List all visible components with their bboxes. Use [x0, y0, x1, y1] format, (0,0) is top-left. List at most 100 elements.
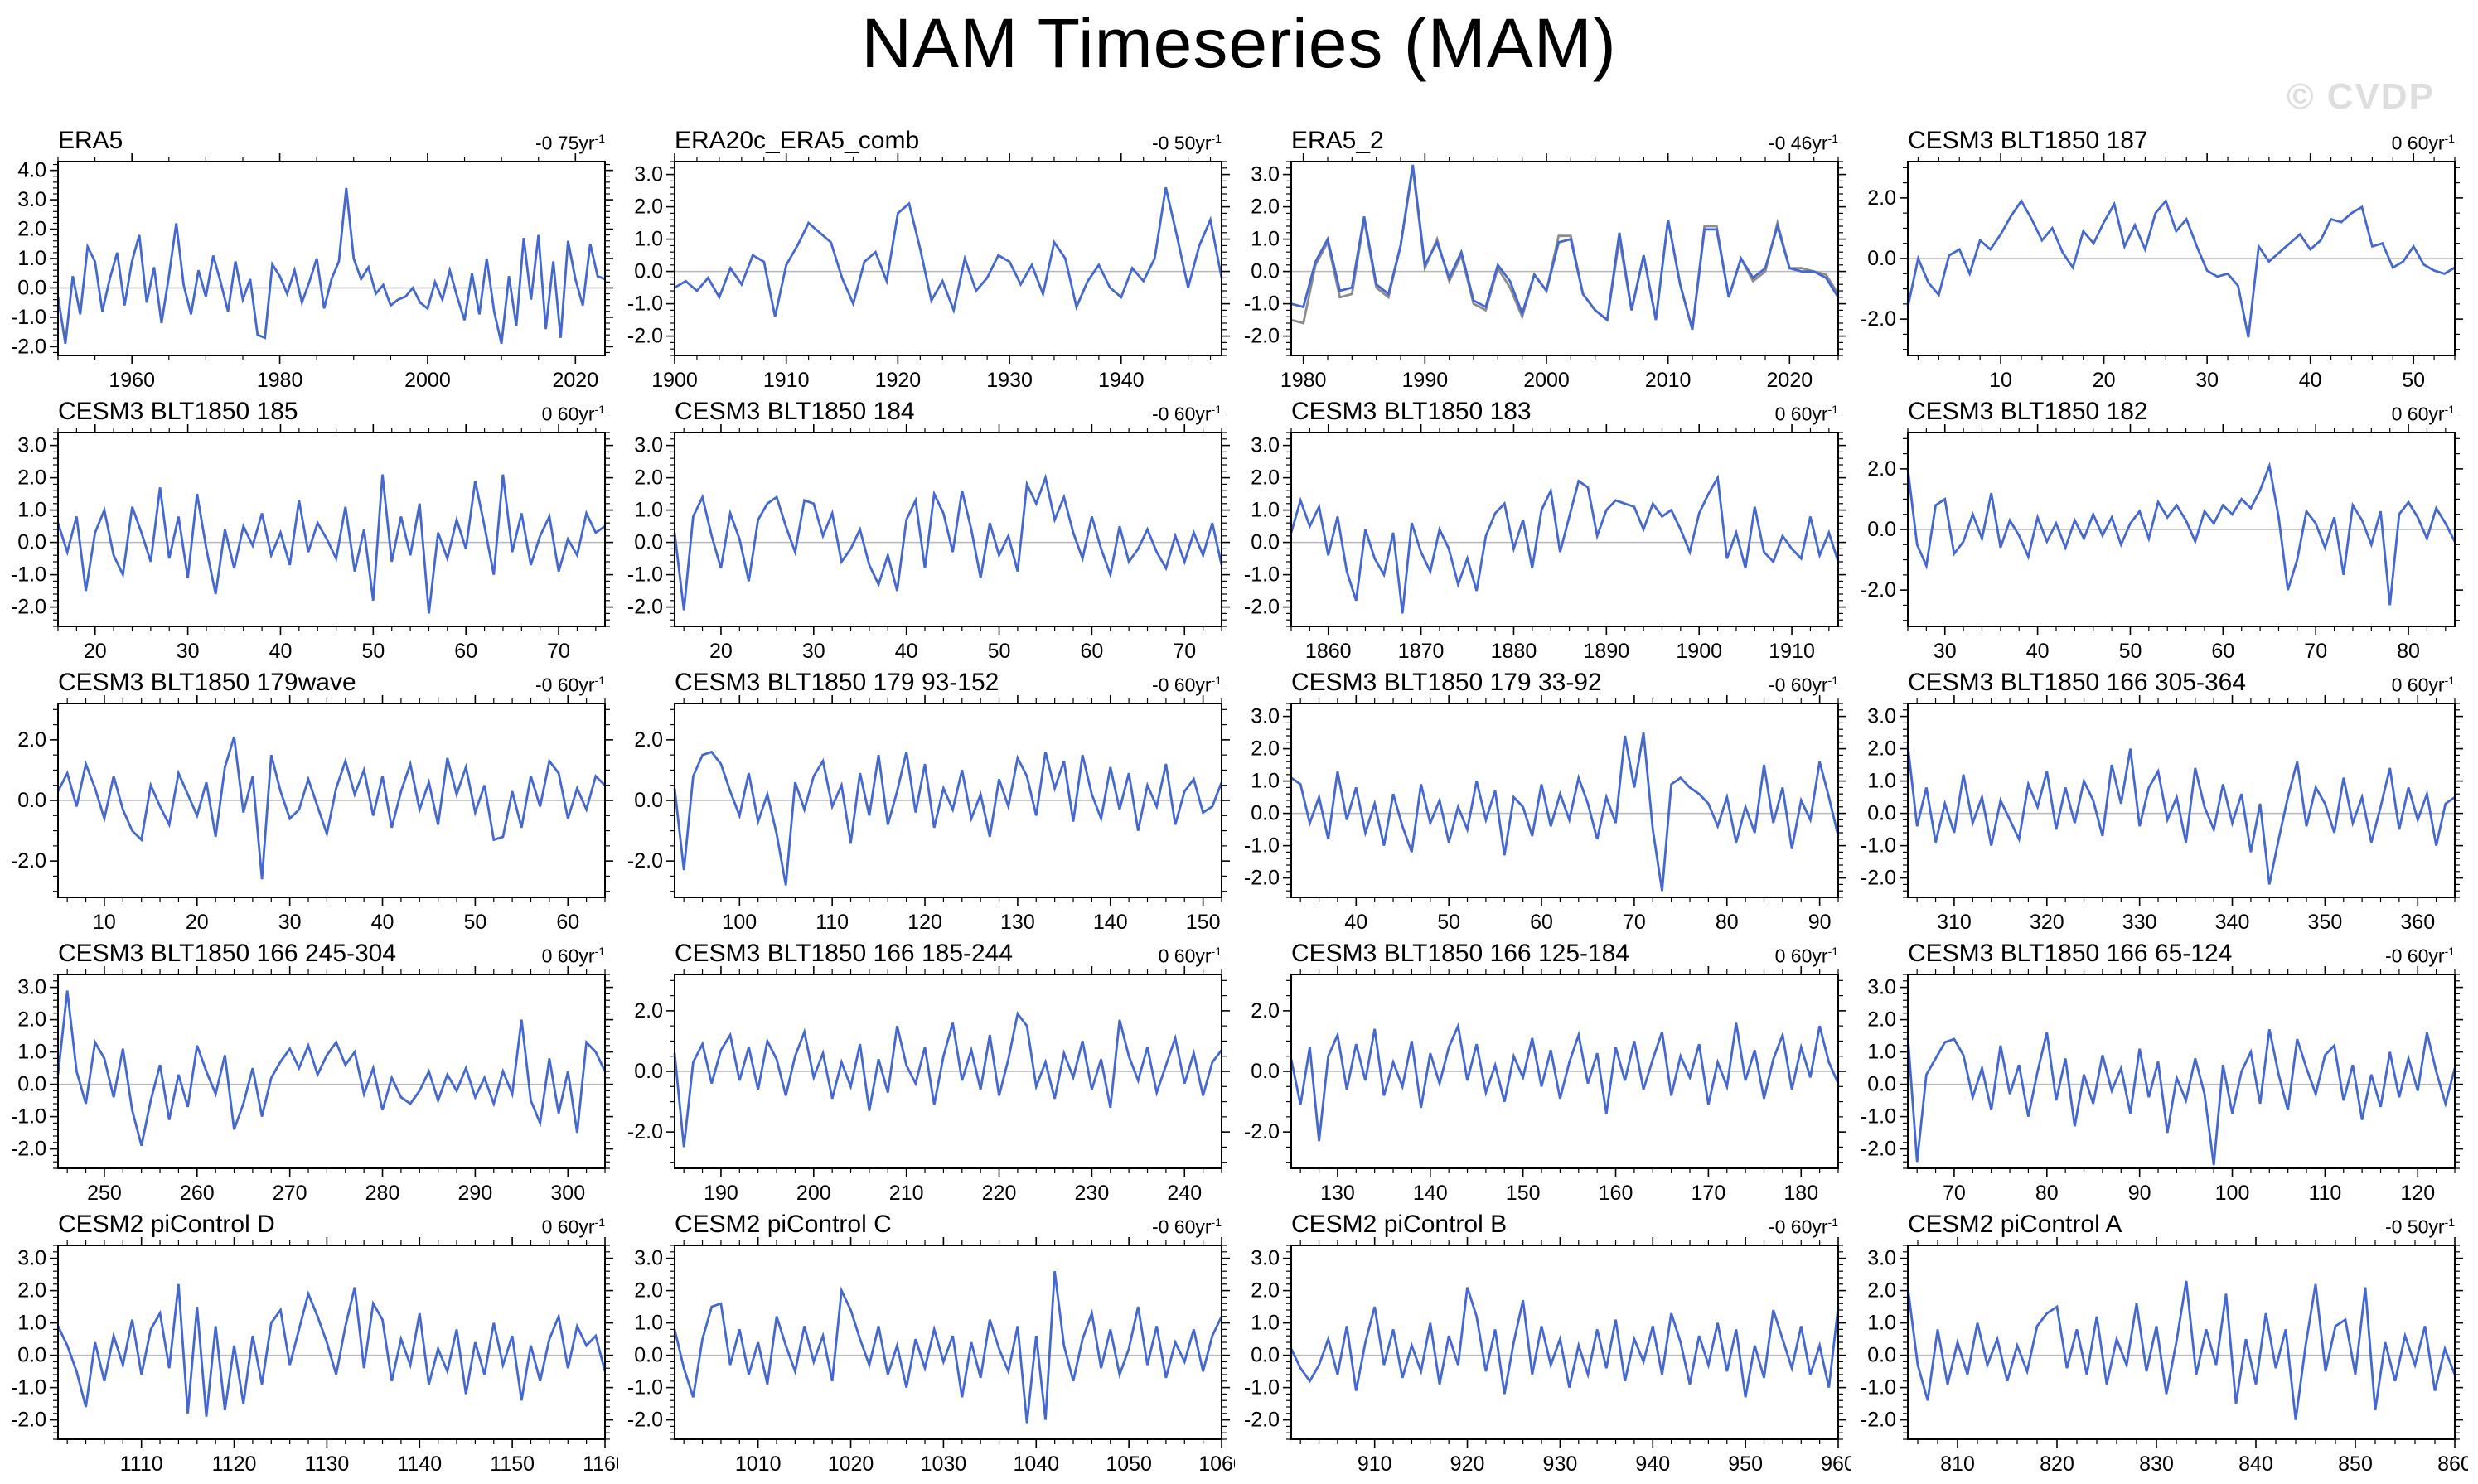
y-tick-label: 1.0: [634, 1312, 663, 1335]
y-tick-label: 0.0: [17, 1073, 46, 1096]
x-tick-label: 1020: [828, 1453, 874, 1476]
y-tick-label: -2.0: [627, 1120, 663, 1143]
y-tick-label: 0.0: [634, 789, 663, 812]
panel-title: CESM3 BLT1850 166 125-184: [1291, 940, 1630, 967]
y-tick-label: 2.0: [1251, 999, 1280, 1022]
panel-header: CESM3 BLT1850 184 -0 60yr-1: [627, 394, 1235, 424]
x-tick-label: 220: [982, 1182, 1017, 1205]
x-tick-label: 830: [2139, 1453, 2174, 1476]
y-tick-label: 0.0: [1867, 1073, 1896, 1096]
x-tick-label: 20: [84, 640, 107, 663]
y-tick-label: 2.0: [1251, 196, 1280, 219]
timeseries-plot: 20 30 40 50 60 70 3.0 2.0 1.0 0.0 -1.0 -2.0: [627, 424, 1230, 663]
y-tick-label: 2.0: [634, 999, 663, 1022]
x-tick-label: 1920: [875, 369, 922, 392]
x-tick-label: 1900: [651, 369, 698, 392]
y-tick-label: -2.0: [11, 1138, 46, 1161]
panel-trend-label: 0 60yr-1: [541, 403, 605, 425]
trend-exponent: -1: [1827, 945, 1838, 959]
timeseries-plot: 10 20 30 40 50 60 2.0 0.0 -2.0: [11, 695, 613, 934]
x-tick-label: 1910: [1769, 640, 1815, 663]
y-tick-label: 0.0: [17, 531, 46, 554]
y-tick-label: -2.0: [1861, 1409, 1896, 1432]
charts-grid: ERA5 -0 75yr-1 1960 1980 2000 2020 4.0 3.0 2.0…: [10, 123, 2468, 1477]
plot-frame: [1907, 974, 2456, 1169]
y-tick-label: 2.0: [17, 728, 46, 752]
panel-header: CESM2 piControl C -0 60yr-1: [627, 1206, 1235, 1237]
x-tick-label: 170: [1692, 1182, 1726, 1205]
trend-exponent: -1: [1211, 1216, 1222, 1230]
y-tick-label: 2.0: [1251, 466, 1280, 490]
x-tick-label: 120: [2400, 1182, 2435, 1205]
plot-frame: [1907, 1245, 2456, 1440]
index-series: [674, 186, 1223, 317]
panel-title: CESM3 BLT1850 187: [1908, 127, 2148, 154]
timeseries-plot: 1110 1120 1130 1140 1150 1160 3.0 2.0 1.0 0.0 -1.0…: [11, 1237, 618, 1476]
panel-header: CESM2 piControl D 0 60yr-1: [10, 1206, 618, 1237]
y-tick-label: 1.0: [17, 247, 46, 270]
x-tick-label: 20: [2093, 369, 2116, 392]
x-tick-label: 130: [1000, 911, 1035, 934]
y-tick-label: -1.0: [627, 292, 663, 316]
timeseries-plot: 1980 1990 2000 2010 2020 3.0 2.0 1.0 0.0 -1.0 -2.0: [1244, 153, 1846, 392]
x-tick-label: 290: [458, 1182, 493, 1205]
y-tick-label: 2.0: [1251, 737, 1280, 761]
x-tick-label: 2010: [1645, 369, 1692, 392]
y-tick-label: -2.0: [627, 325, 663, 348]
x-tick-label: 60: [454, 640, 477, 663]
panel-header: CESM3 BLT1850 182 0 60yr-1: [1860, 394, 2468, 424]
panel-header: CESM2 piControl A -0 50yr-1: [1860, 1206, 2468, 1237]
trend-exponent: -1: [1211, 132, 1222, 146]
x-tick-label: 270: [273, 1182, 307, 1205]
index-series: [1290, 1022, 1840, 1142]
y-tick-label: 0.0: [1867, 802, 1896, 825]
x-tick-label: 2000: [1523, 369, 1570, 392]
plot-frame: [674, 1245, 1222, 1440]
y-tick-label: -2.0: [1861, 1138, 1896, 1161]
y-tick-label: 0.0: [1251, 260, 1280, 283]
timeseries-plot: 100 110 120 130 140 150 2.0 0.0 -2.0: [627, 695, 1230, 934]
x-tick-label: 1880: [1491, 640, 1537, 663]
x-tick-label: 1990: [1402, 369, 1449, 392]
timeseries-panel: CESM3 BLT1850 183 0 60yr-1 1860 1870 1880 1…: [1243, 394, 1851, 665]
x-tick-label: 140: [1413, 1182, 1448, 1205]
index-series: [673, 1011, 1223, 1148]
reference-series: [1290, 167, 1840, 331]
y-tick-label: 2.0: [634, 728, 663, 752]
timeseries-plot: 1900 1910 1920 1930 1940 3.0 2.0 1.0 0.0 -1.0 -2.0: [627, 153, 1230, 392]
y-tick-label: -1.0: [1861, 834, 1896, 858]
y-tick-label: -2.0: [11, 596, 46, 619]
timeseries-panel: CESM3 BLT1850 166 245-304 0 60yr-1 250 26…: [10, 935, 618, 1206]
x-tick-label: 1120: [212, 1453, 257, 1476]
y-tick-label: 3.0: [1251, 434, 1280, 457]
x-tick-label: 70: [1943, 1182, 1966, 1205]
x-tick-label: 940: [1635, 1453, 1670, 1476]
x-tick-label: 10: [1989, 369, 2012, 392]
x-tick-label: 50: [2402, 369, 2425, 392]
panel-title: CESM3 BLT1850 166 65-124: [1908, 940, 2233, 967]
x-tick-label: 40: [1344, 911, 1367, 934]
y-tick-label: -2.0: [11, 1409, 46, 1432]
x-tick-label: 1980: [257, 369, 303, 392]
trend-exponent: -1: [1211, 403, 1222, 417]
trend-exponent: -1: [1827, 1216, 1838, 1230]
x-tick-label: 50: [463, 911, 486, 934]
index-series: [56, 474, 606, 614]
panel-trend-label: -0 46yr-1: [1768, 132, 1838, 154]
x-tick-label: 80: [2035, 1182, 2059, 1205]
x-tick-label: 1890: [1584, 640, 1630, 663]
timeseries-panel: CESM2 piControl D 0 60yr-1 1110 1120 1130 1…: [10, 1206, 618, 1477]
panel-header: CESM3 BLT1850 187 0 60yr-1: [1860, 123, 2468, 153]
panel-header: ERA20c_ERA5_comb -0 50yr-1: [627, 123, 1235, 153]
panel-header: CESM3 BLT1850 179 33-92 -0 60yr-1: [1243, 665, 1851, 695]
x-tick-label: 210: [889, 1182, 924, 1205]
x-tick-label: 850: [2338, 1453, 2373, 1476]
y-tick-label: 1.0: [17, 499, 46, 522]
x-tick-label: 1900: [1676, 640, 1722, 663]
x-tick-label: 130: [1320, 1182, 1355, 1205]
y-tick-label: 2.0: [1867, 737, 1896, 761]
y-tick-label: 3.0: [17, 976, 46, 999]
x-tick-label: 40: [895, 640, 918, 663]
x-tick-label: 90: [1808, 911, 1832, 934]
timeseries-panel: CESM3 BLT1850 166 125-184 0 60yr-1 130 14…: [1243, 935, 1851, 1206]
